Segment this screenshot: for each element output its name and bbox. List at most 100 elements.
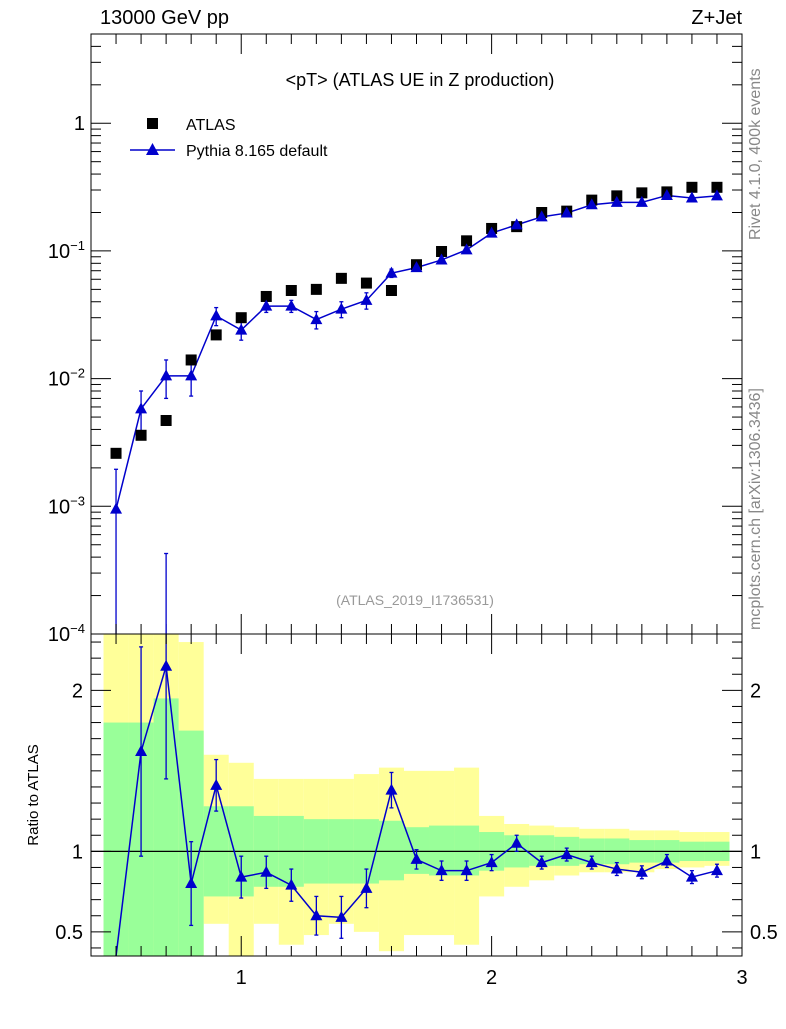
ratio-point: [185, 877, 198, 889]
mc-point: [385, 266, 398, 278]
mc-point: [335, 302, 348, 314]
ratio-point: [660, 854, 673, 866]
header-right: Z+Jet: [691, 7, 742, 29]
ratio-y-tick-label-right: 0.5: [750, 922, 778, 944]
ratio-point: [235, 870, 248, 882]
ratio-point: [435, 864, 448, 876]
legend-atlas-marker: [147, 118, 158, 129]
ratio-point: [610, 862, 623, 874]
legend-mc-label: Pythia 8.165 default: [186, 143, 328, 160]
y-tick-label: 1: [74, 113, 85, 135]
legend-atlas-label: ATLAS: [186, 117, 236, 134]
ratio-point: [360, 881, 373, 893]
ratio-point: [635, 865, 648, 877]
ratio-y-tick-label-right: 1: [750, 841, 761, 863]
analysis-tag: (ATLAS_2019_I1736531): [336, 592, 494, 608]
ratio-point: [210, 778, 223, 790]
mc-point: [285, 299, 298, 311]
legend-mc-marker: [146, 143, 159, 155]
atlas-point: [636, 187, 648, 199]
ratio-panel-axes: 0.5 0.5 1 1 2 2 1 2 3: [55, 633, 778, 989]
main-panel-content: [110, 181, 723, 634]
ratio-point: [510, 836, 523, 848]
atlas-point: [310, 283, 322, 295]
atlas-point: [285, 284, 297, 296]
legend: ATLAS Pythia 8.165 default: [130, 117, 328, 160]
ratio-point: [560, 848, 573, 860]
ratio-y-tick-label: 1: [72, 841, 83, 863]
mc-point: [110, 502, 123, 514]
rivet-label: Rivet 4.1.0, 400k events: [747, 68, 764, 240]
y-tick-label: 10−4: [48, 621, 85, 646]
mcplots-label: mcplots.cern.ch [arXiv:1306.3436]: [747, 388, 764, 630]
chart-title: <pT> (ATLAS UE in Z production): [286, 70, 555, 90]
uncertainty-band-green: [103, 722, 129, 956]
mc-point: [685, 191, 698, 203]
atlas-point: [260, 290, 272, 302]
ratio-y-tick-label: 0.5: [55, 922, 83, 944]
mc-series-line: [115, 194, 718, 510]
mc-point: [510, 218, 523, 230]
ratio-point: [485, 856, 498, 868]
mc-point: [535, 210, 548, 222]
ratio-point: [260, 865, 273, 877]
ratio-point: [385, 783, 398, 795]
mc-point: [610, 195, 623, 207]
ratio-point: [160, 659, 173, 671]
ratio-point: [410, 852, 423, 864]
x-tick-label: 1: [236, 967, 247, 989]
x-tick-label: 3: [736, 967, 747, 989]
mc-point: [710, 189, 723, 201]
atlas-point: [160, 414, 172, 426]
ratio-panel-content: [91, 552, 742, 957]
mc-point: [585, 198, 598, 210]
header-left: 13000 GeV pp: [100, 7, 229, 29]
atlas-point: [611, 190, 623, 202]
y-tick-label: 10−3: [48, 493, 85, 518]
atlas-point: [461, 235, 473, 247]
ratio-y-tick-label: 2: [72, 680, 83, 702]
mc-point: [360, 293, 373, 305]
mc-point: [660, 188, 673, 200]
ratio-point: [460, 864, 473, 876]
mc-point: [635, 195, 648, 207]
atlas-point: [711, 181, 723, 193]
mc-point: [310, 313, 323, 325]
ratio-point: [685, 870, 698, 882]
mc-point: [210, 309, 223, 321]
ratio-point: [285, 878, 298, 890]
atlas-point: [360, 277, 372, 289]
atlas-point: [135, 429, 147, 441]
atlas-point: [436, 245, 448, 257]
mc-point: [160, 369, 173, 381]
main-panel-axes: 10−4 10−3 10−2 10−1 1: [48, 33, 743, 646]
y-tick-label: 10−1: [48, 238, 85, 263]
atlas-point: [210, 329, 222, 341]
ratio-point: [710, 864, 723, 876]
mc-point: [260, 299, 273, 311]
atlas-point: [385, 284, 397, 296]
mc-point: [560, 206, 573, 218]
ratio-y-tick-label-right: 2: [750, 680, 761, 702]
ratio-point: [335, 910, 348, 922]
mc-point: [460, 243, 473, 255]
mc-point: [435, 253, 448, 265]
atlas-point: [110, 447, 122, 459]
atlas-point: [185, 354, 197, 366]
mc-point: [410, 261, 423, 273]
y-tick-label: 10−2: [48, 366, 85, 391]
mc-point: [135, 402, 148, 414]
mc-point: [235, 323, 248, 335]
atlas-point: [335, 272, 347, 284]
ratio-point: [585, 856, 598, 868]
ratio-point: [535, 856, 548, 868]
atlas-point: [686, 181, 698, 193]
mc-point: [485, 226, 498, 238]
ratio-point: [135, 745, 148, 757]
ratio-ylabel: Ratio to ATLAS: [25, 744, 42, 845]
uncertainty-band-green: [378, 820, 404, 881]
atlas-point: [235, 312, 247, 324]
ratio-point: [310, 909, 323, 921]
mc-point: [185, 369, 198, 381]
